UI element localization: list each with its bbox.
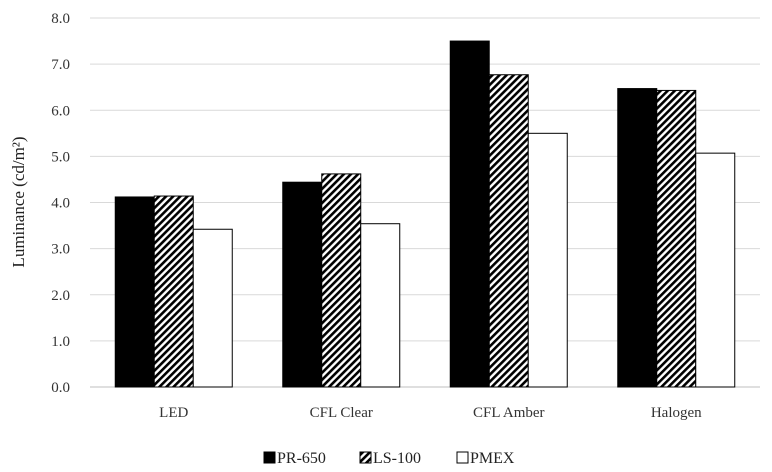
y-tick-label: 1.0 — [51, 334, 70, 350]
bar-pmex-cfl-clear — [360, 223, 401, 388]
legend-label: PMEX — [470, 450, 515, 467]
y-tick-label: 8.0 — [51, 11, 70, 27]
bar-pr-650-halogen — [617, 88, 658, 388]
y-tick-label: 2.0 — [51, 288, 70, 304]
legend-swatch-pr-650 — [263, 451, 276, 464]
bar-pr-650-cfl-clear — [282, 181, 323, 388]
y-tick-label: 6.0 — [51, 103, 70, 119]
bar-pmex-cfl-amber — [527, 132, 568, 388]
x-tick-label: LED — [159, 405, 188, 421]
legend-label: PR-650 — [277, 450, 326, 467]
y-axis-ticks: 0.0 1.0 2.0 3.0 4.0 5.0 6.0 7.0 8.0 — [51, 11, 70, 396]
x-tick-label: CFL Amber — [473, 405, 545, 421]
y-axis-label: Luminance (cd/m²) — [9, 136, 28, 267]
legend: PR-650 LS-100 PMEX — [263, 450, 515, 467]
y-tick-label: 4.0 — [51, 196, 70, 212]
bar-ls-100-led — [153, 195, 194, 388]
legend-label: LS-100 — [373, 450, 421, 467]
y-tick-label: 3.0 — [51, 242, 70, 258]
bar-ls-100-cfl-amber — [488, 74, 529, 388]
bar-ls-100-halogen — [656, 89, 697, 388]
y-tick-label: 0.0 — [51, 380, 70, 396]
bar-pr-650-led — [114, 196, 155, 388]
legend-swatch-pmex — [456, 451, 469, 464]
y-tick-label: 5.0 — [51, 149, 70, 165]
bar-pmex-led — [192, 228, 233, 388]
x-tick-label: CFL Clear — [310, 405, 373, 421]
y-tick-label: 7.0 — [51, 57, 70, 73]
bar-ls-100-cfl-clear — [321, 173, 362, 388]
bars — [114, 40, 736, 388]
bar-pmex-halogen — [695, 152, 736, 388]
bar-pr-650-cfl-amber — [449, 40, 490, 388]
x-tick-label: Halogen — [651, 405, 702, 421]
x-axis-ticks: LED CFL Clear CFL Amber Halogen — [159, 405, 702, 421]
legend-swatch-ls-100 — [359, 451, 372, 464]
